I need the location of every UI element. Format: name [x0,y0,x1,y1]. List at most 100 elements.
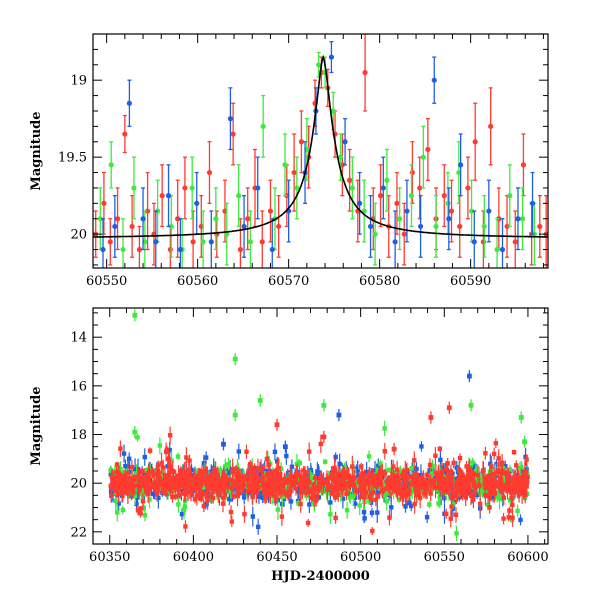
band-point-red [120,489,126,494]
band-point-red [254,486,260,491]
band-point-red [444,466,449,472]
band-point-blue [116,501,121,506]
band-point-blue [442,495,447,501]
outlier-point-red [274,422,280,428]
data-point-green [468,208,475,214]
band-point-blue [470,467,475,472]
band-point-red [505,485,510,491]
band-point-red [164,486,170,491]
band-point-red [261,489,267,495]
band-point-red [166,472,172,478]
data-point-green [481,223,487,230]
band-point-green [228,488,234,494]
outlier-point-green [321,402,327,408]
band-point-green [430,471,436,476]
band-point-red [395,480,400,485]
bottom-x-tick-label: 60450 [256,550,297,565]
data-point-blue [418,223,424,230]
band-point-red [250,494,255,500]
band-point-red [267,478,273,483]
band-point-blue [284,453,289,459]
band-point-green [494,494,500,500]
band-point-red [349,479,355,485]
data-point-red [167,246,173,253]
outlier-point-blue [336,412,342,418]
band-point-red [335,480,340,486]
band-point-blue [337,461,342,467]
band-point-green [429,475,434,481]
data-point-green [420,154,426,160]
band-point-red [464,464,469,469]
band-point-red [370,528,375,534]
band-point-red [499,460,505,466]
outlier-point-green [518,415,524,420]
band-point-green [501,474,507,480]
band-point-green [454,531,459,536]
band-point-red [402,485,407,491]
band-point-red [231,494,236,499]
band-point-red [453,512,459,517]
band-point-red [212,472,218,477]
band-point-red [394,488,400,493]
band-point-green [323,459,328,464]
band-point-red [519,491,525,496]
band-point-red [147,448,153,453]
data-point-blue [328,54,335,60]
band-point-red [204,477,210,482]
band-point-red [219,478,225,484]
band-point-red [408,482,414,487]
band-point-blue [406,500,411,505]
bottom-x-tick-label: 60550 [424,550,465,565]
band-point-green [430,464,435,469]
band-point-red [278,482,284,488]
data-point-green [294,185,300,191]
band-point-red [264,490,269,496]
band-point-red [298,490,304,495]
outlier-point-red [321,434,327,440]
band-point-red [140,498,146,504]
band-point-red [264,472,269,478]
band-point-red [510,502,515,508]
data-point-red [159,193,165,199]
band-point-red [276,465,281,471]
band-point-green [147,497,152,502]
band-point-red [445,486,451,491]
band-point-red [164,447,170,452]
bottom-y-tick-label: 16 [70,379,87,394]
data-point-red [107,239,113,245]
band-point-blue [260,495,265,501]
band-point-red [332,476,337,481]
data-point-red [237,246,244,253]
band-point-red [417,484,422,489]
band-point-red [242,477,247,482]
band-point-red [511,450,517,455]
band-point-red [216,483,222,488]
band-point-red [417,479,423,484]
band-point-green [224,487,229,493]
band-point-red [510,484,515,489]
band-point-red [505,475,510,480]
band-point-red [341,481,346,486]
band-point-red [441,489,446,495]
data-point-red [362,69,368,76]
band-point-red [287,490,292,496]
band-point-red [509,490,514,496]
band-point-green [226,461,231,467]
band-point-red [313,498,319,503]
band-point-red [283,491,288,497]
band-point-green [436,501,441,506]
data-point-red [136,246,143,253]
band-point-red [277,487,282,492]
band-point-blue [474,492,480,498]
band-point-red [147,468,152,474]
band-point-red [118,480,124,485]
band-point-red [256,478,262,483]
band-point-red [361,485,367,491]
band-point-red [176,473,181,478]
band-point-red [247,468,252,474]
data-point-green [397,216,403,222]
band-point-red [362,494,367,500]
band-point-red [144,485,149,490]
band-point-blue [424,514,430,520]
band-point-red [173,483,178,489]
